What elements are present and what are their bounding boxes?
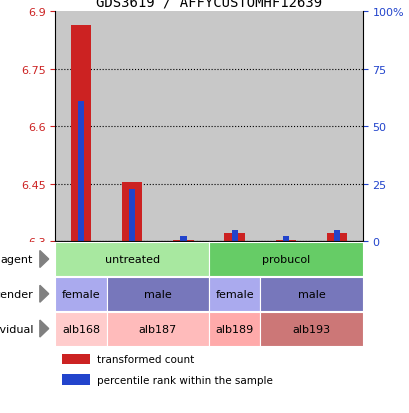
Bar — [106, 12, 157, 242]
Bar — [275, 241, 296, 242]
Bar — [71, 26, 91, 242]
Title: GDS3619 / AFFYCUSTOMHF12639: GDS3619 / AFFYCUSTOMHF12639 — [96, 0, 321, 10]
Text: individual: individual — [0, 324, 33, 334]
Text: alb189: alb189 — [215, 324, 253, 334]
Text: alb193: alb193 — [292, 324, 330, 334]
Bar — [157, 12, 209, 242]
Bar — [55, 12, 106, 242]
Bar — [173, 241, 193, 242]
Bar — [78, 102, 84, 242]
Bar — [129, 190, 135, 242]
Text: female: female — [215, 289, 254, 299]
Text: gender: gender — [0, 289, 33, 299]
Text: transformed count: transformed count — [97, 354, 194, 364]
Bar — [224, 233, 245, 242]
Text: probucol: probucol — [261, 254, 309, 264]
Text: untreated: untreated — [104, 254, 160, 264]
Bar — [326, 233, 347, 242]
Bar — [311, 12, 362, 242]
Text: male: male — [297, 289, 325, 299]
Text: female: female — [61, 289, 100, 299]
Bar — [209, 12, 260, 242]
Text: alb187: alb187 — [138, 324, 177, 334]
Text: agent: agent — [1, 254, 33, 264]
Text: alb168: alb168 — [62, 324, 100, 334]
Bar — [333, 230, 339, 242]
Polygon shape — [40, 251, 49, 268]
Bar — [282, 236, 288, 242]
Text: percentile rank within the sample: percentile rank within the sample — [97, 375, 272, 385]
Text: male: male — [144, 289, 171, 299]
Bar — [180, 236, 186, 242]
Bar — [62, 375, 90, 385]
Bar — [62, 354, 90, 364]
Bar — [231, 230, 237, 242]
Polygon shape — [40, 286, 49, 302]
Bar — [260, 12, 311, 242]
Bar — [122, 183, 142, 242]
Polygon shape — [40, 320, 49, 337]
